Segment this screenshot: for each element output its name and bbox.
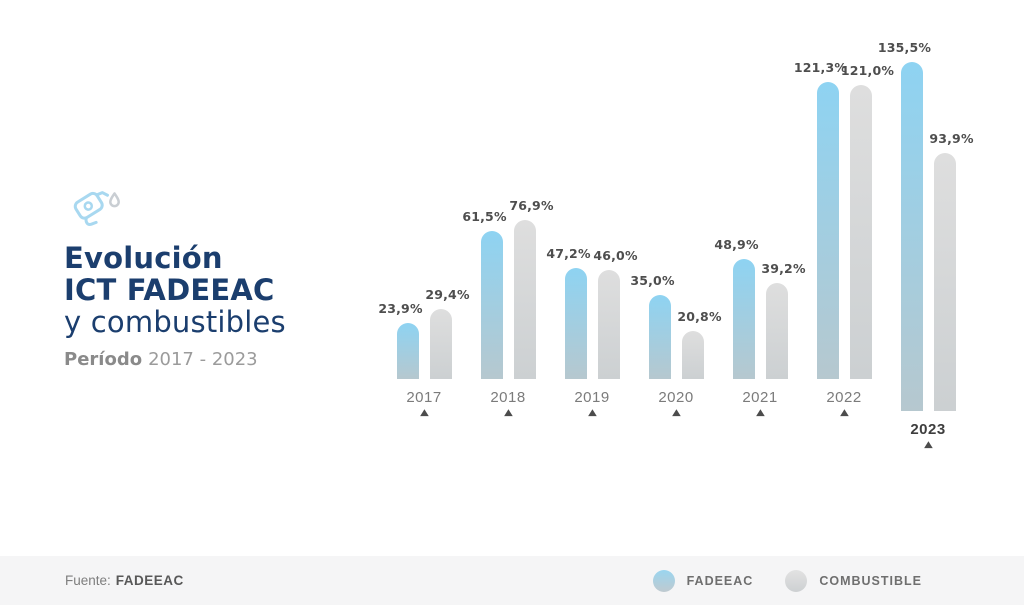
- value-label-fadeeac: 135,5%: [877, 40, 932, 55]
- year-group-2022: 121,3% 121,0% 2022 ▲: [794, 60, 894, 418]
- bar-combustible: [429, 309, 452, 379]
- bar-col-combustible: 121,0%: [841, 62, 894, 379]
- bar-col-fadeeac: 35,0%: [630, 62, 674, 379]
- bar-combustible: [681, 331, 704, 379]
- source-note: Fuente: FADEEAC: [65, 556, 184, 605]
- year-label: 2017: [406, 389, 442, 406]
- year-marker-icon: ▲: [419, 408, 429, 418]
- bar-pair: 35,0% 20,8%: [630, 62, 721, 379]
- footer-bar: Fuente: FADEEAC FADEEAC COMBUSTIBLE: [0, 556, 1024, 605]
- bar-col-fadeeac: 47,2%: [546, 62, 590, 379]
- bar-pair: 121,3% 121,0%: [794, 60, 894, 379]
- legend-item-combustible: COMBUSTIBLE: [785, 569, 922, 592]
- bar-fadeeac: [564, 268, 587, 379]
- bar-fadeeac: [648, 295, 671, 379]
- value-label-fadeeac: 47,2%: [546, 246, 591, 261]
- year-group-2020: 35,0% 20,8% 2020 ▲: [630, 62, 721, 418]
- value-label-combustible: 46,0%: [593, 248, 638, 263]
- legend-item-fadeeac: FADEEAC: [652, 569, 754, 592]
- value-label-fadeeac: 23,9%: [378, 301, 423, 316]
- bar-col-fadeeac: 48,9%: [714, 62, 758, 379]
- bar-combustible: [597, 270, 620, 379]
- bar-col-combustible: 20,8%: [677, 62, 721, 379]
- bar-pair: 47,2% 46,0%: [546, 62, 637, 379]
- title-line-3: y combustibles: [64, 304, 286, 339]
- bar-col-combustible: 46,0%: [593, 62, 637, 379]
- year-label: 2018: [490, 389, 526, 406]
- bar-chart: 23,9% 29,4% 2017 ▲ 61,5% 76,9% 2018 ▲ 47,2% 46,0%…: [378, 40, 974, 450]
- value-label-fadeeac: 35,0%: [630, 273, 675, 288]
- period: Período 2017 - 2023: [64, 349, 364, 370]
- year-marker-icon: ▲: [755, 408, 765, 418]
- bar-col-fadeeac: 23,9%: [378, 62, 422, 379]
- value-label-combustible: 121,0%: [840, 63, 895, 78]
- bar-fadeeac: [816, 82, 839, 379]
- legend-label-combustible: COMBUSTIBLE: [819, 573, 922, 588]
- bar-col-combustible: 93,9%: [929, 62, 973, 411]
- bar-col-fadeeac: 61,5%: [462, 62, 506, 379]
- value-label-combustible: 93,9%: [929, 131, 974, 146]
- year-group-2021: 48,9% 39,2% 2021 ▲: [714, 62, 805, 418]
- year-group-2023: 135,5% 93,9% 2023 ▲: [878, 40, 974, 450]
- legend-label-fadeeac: FADEEAC: [686, 573, 754, 588]
- period-value: 2017 - 2023: [148, 348, 258, 370]
- year-group-2018: 61,5% 76,9% 2018 ▲: [462, 62, 553, 418]
- year-label: 2019: [574, 389, 610, 406]
- year-marker-icon: ▲: [923, 440, 933, 450]
- bar-fadeeac: [480, 231, 503, 379]
- bar-pair: 61,5% 76,9%: [462, 62, 553, 379]
- title-line-1: Evolución: [64, 241, 223, 275]
- source-label: Fuente:: [65, 573, 111, 588]
- bar-col-combustible: 39,2%: [761, 62, 805, 379]
- bar-pair: 135,5% 93,9%: [878, 40, 973, 411]
- source-value: FADEEAC: [115, 573, 184, 588]
- bar-col-combustible: 76,9%: [509, 62, 553, 379]
- bar-combustible: [513, 220, 536, 379]
- year-marker-icon: ▲: [671, 408, 681, 418]
- bar-col-combustible: 29,4%: [425, 62, 469, 379]
- bar-col-fadeeac: 135,5%: [878, 40, 931, 411]
- bar-fadeeac: [732, 259, 755, 379]
- legend-swatch-combustible: [785, 569, 808, 592]
- bar-fadeeac: [900, 62, 923, 411]
- value-label-combustible: 29,4%: [425, 287, 470, 302]
- value-label-fadeeac: 121,3%: [793, 60, 848, 75]
- value-label-combustible: 76,9%: [509, 198, 554, 213]
- bar-col-fadeeac: 121,3%: [794, 60, 847, 379]
- year-marker-icon: ▲: [587, 408, 597, 418]
- bar-pair: 48,9% 39,2%: [714, 62, 805, 379]
- value-label-fadeeac: 48,9%: [714, 237, 759, 252]
- year-label: 2023: [910, 421, 946, 438]
- value-label-fadeeac: 61,5%: [462, 209, 507, 224]
- period-label: Período: [64, 348, 143, 370]
- bar-combustible: [933, 153, 956, 411]
- title-line-2: ICT FADEEAC: [64, 272, 275, 307]
- year-label: 2021: [742, 389, 778, 406]
- fuel-pump-icon: [73, 191, 120, 226]
- bar-combustible: [849, 85, 872, 379]
- legend: FADEEAC COMBUSTIBLE: [652, 556, 922, 605]
- year-marker-icon: ▲: [503, 408, 513, 418]
- bar-pair: 23,9% 29,4%: [378, 62, 469, 379]
- year-group-2019: 47,2% 46,0% 2019 ▲: [546, 62, 637, 418]
- year-group-2017: 23,9% 29,4% 2017 ▲: [378, 62, 469, 418]
- title-block: Evolución ICT FADEEAC y combustibles Per…: [64, 179, 364, 370]
- year-label: 2020: [658, 389, 694, 406]
- value-label-combustible: 39,2%: [761, 261, 806, 276]
- year-label: 2022: [826, 389, 862, 406]
- legend-swatch-fadeeac: [652, 569, 675, 592]
- year-marker-icon: ▲: [839, 408, 849, 418]
- value-label-combustible: 20,8%: [677, 309, 722, 324]
- bar-combustible: [765, 283, 788, 379]
- bar-fadeeac: [396, 323, 419, 379]
